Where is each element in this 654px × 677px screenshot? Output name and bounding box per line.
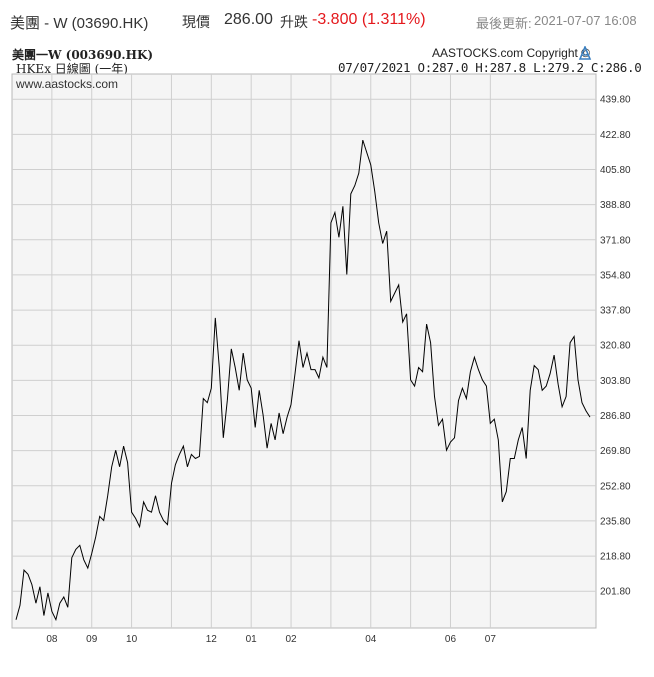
x-tick-label: 08 bbox=[46, 634, 58, 645]
y-tick-label: 252.80 bbox=[600, 481, 631, 492]
y-tick-label: 422.80 bbox=[600, 130, 631, 141]
y-tick-label: 405.80 bbox=[600, 165, 631, 176]
quote-bar: 美團 - W (03690.HK) 現價 286.00 升跌 -3.800 (1… bbox=[0, 0, 654, 36]
x-tick-label: 07 bbox=[485, 634, 497, 645]
x-tick-label: 04 bbox=[365, 634, 377, 645]
updated-time: 2021-07-07 16:08 bbox=[534, 13, 637, 28]
axis-ticks: 201.80 218.80 235.80 252.80 269.80 286.80 303.… bbox=[46, 95, 631, 645]
chart-title: 美團一W (003690.HK) bbox=[12, 48, 154, 62]
x-tick-label: 09 bbox=[86, 634, 98, 645]
price-chart: 美團一W (003690.HK) HKEx 日線圖 (一年) AASTOCKS.… bbox=[0, 42, 654, 677]
y-tick-label: 286.80 bbox=[600, 411, 631, 422]
y-tick-label: 354.80 bbox=[600, 270, 631, 281]
plot-area bbox=[11, 73, 597, 629]
y-tick-label: 235.80 bbox=[600, 516, 631, 527]
y-tick-label: 371.80 bbox=[600, 235, 631, 246]
chart-plot: www.aastocks.com 201.80 218.80 235.80 252.8… bbox=[11, 73, 631, 645]
watermark: www.aastocks.com bbox=[15, 77, 118, 91]
change-value: -3.800 (1.311%) bbox=[312, 11, 426, 28]
y-tick-label: 320.80 bbox=[600, 341, 631, 352]
aastocks-logo-icon bbox=[578, 46, 592, 60]
price-label: 現價 bbox=[182, 14, 210, 30]
x-tick-label: 12 bbox=[206, 634, 218, 645]
price-line bbox=[15, 139, 591, 622]
change-label: 升跌 bbox=[280, 14, 308, 30]
stock-name: 美團 - W (03690.HK) bbox=[10, 15, 149, 32]
y-tick-label: 337.80 bbox=[600, 306, 631, 317]
y-tick-label: 303.80 bbox=[600, 376, 631, 387]
x-tick-label: 10 bbox=[126, 634, 138, 645]
x-tick-label: 02 bbox=[285, 634, 297, 645]
x-tick-label: 01 bbox=[246, 634, 258, 645]
x-tick-label: 06 bbox=[445, 634, 457, 645]
updated-label: 最後更新: bbox=[476, 16, 532, 31]
ohlc-readout: 07/07/2021 O:287.0 H:287.8 L:279.2 C:286… bbox=[338, 60, 642, 75]
price-value: 286.00 bbox=[224, 11, 273, 28]
y-tick-label: 201.80 bbox=[600, 587, 631, 598]
y-tick-label: 439.80 bbox=[600, 95, 631, 106]
chart-subtitle: HKEx 日線圖 (一年) bbox=[16, 62, 128, 76]
copyright-text: AASTOCKS.com Copyright © bbox=[432, 46, 591, 60]
y-tick-label: 269.80 bbox=[600, 446, 631, 457]
y-tick-label: 218.80 bbox=[600, 552, 631, 563]
y-tick-label: 388.80 bbox=[600, 200, 631, 211]
